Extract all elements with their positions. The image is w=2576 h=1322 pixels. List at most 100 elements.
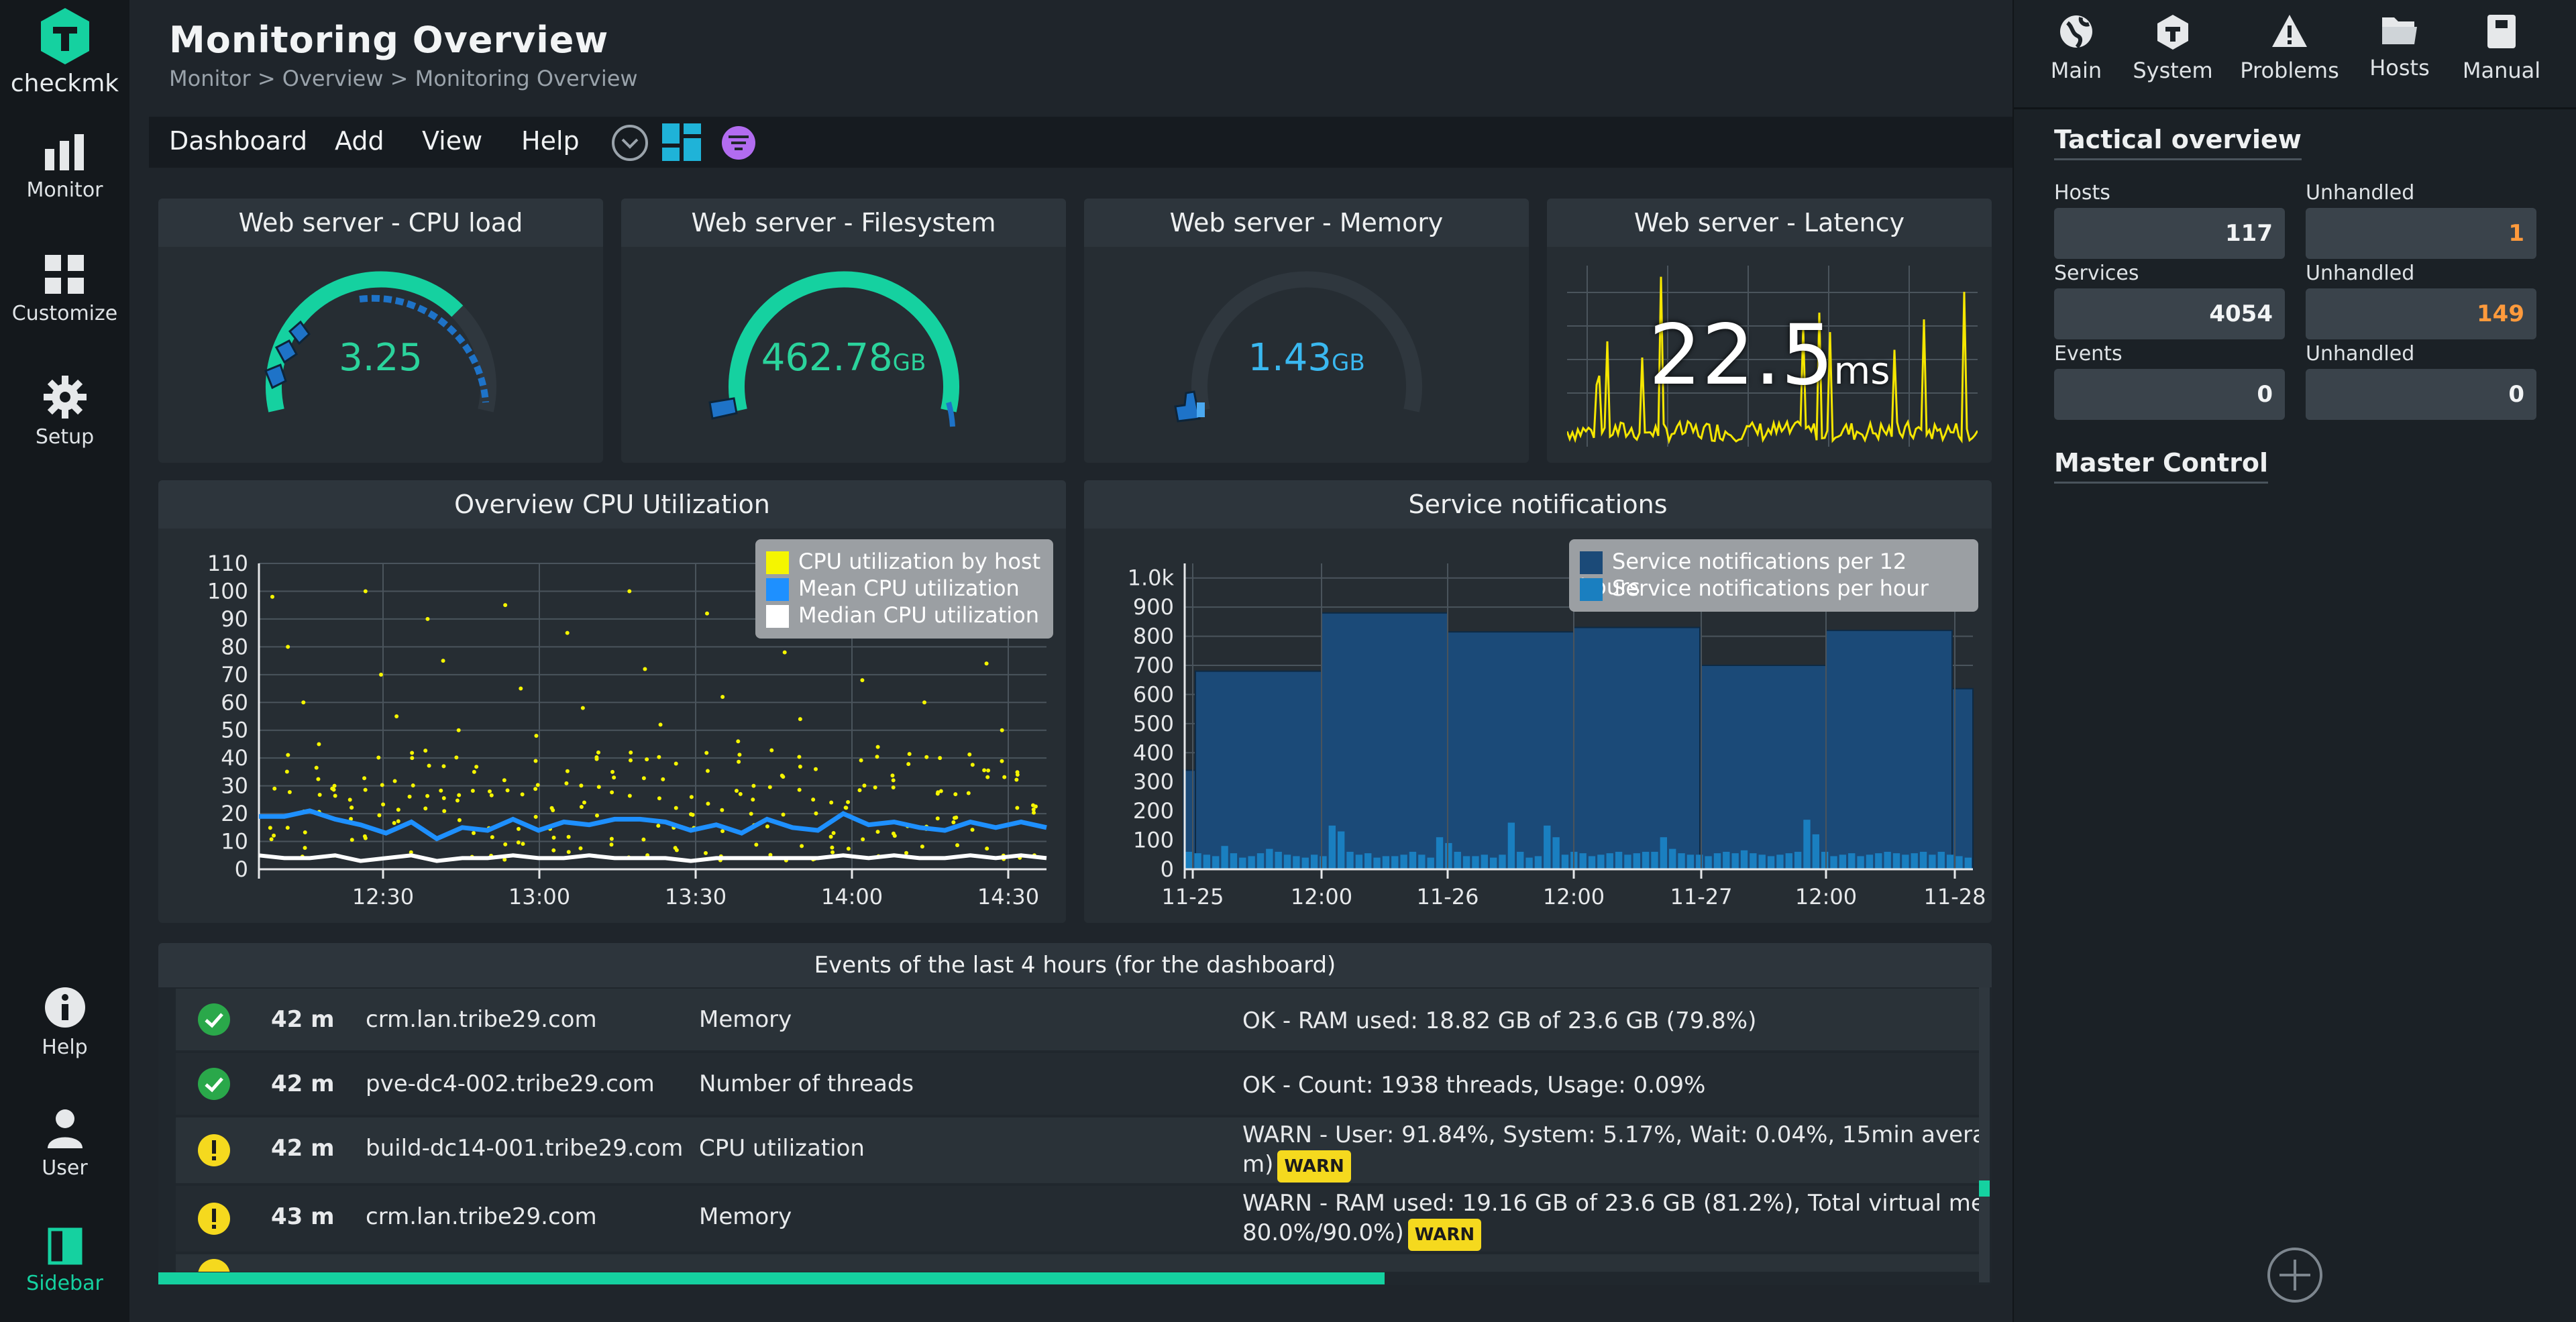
gauge-latency-value: 22.5ms	[1648, 307, 1890, 404]
add-snapin-icon[interactable]	[2266, 1246, 2324, 1304]
cpu-host-point	[594, 813, 599, 818]
event-host[interactable]: crm.lan.tribe29.com	[366, 1203, 597, 1230]
tactical-hosts-count[interactable]: 117	[2054, 208, 2285, 259]
cpu-host-point	[596, 750, 600, 755]
notif-hour-bar	[1346, 851, 1354, 869]
cpu-host-point	[656, 824, 661, 828]
event-service[interactable]: Memory	[699, 1006, 792, 1033]
notif-hour-bar	[1902, 855, 1909, 869]
menu-add[interactable]: Add	[335, 126, 384, 156]
cpu-host-point	[285, 826, 290, 830]
cpu-host-point	[582, 800, 586, 805]
checkmk-logo-icon	[40, 8, 89, 64]
table-row[interactable]: 42 m crm.lan.tribe29.com Memory OK - RAM us…	[176, 989, 1980, 1050]
events-scrollbar-thumb[interactable]	[1979, 1180, 1990, 1197]
snapin-manual[interactable]: Manual	[2451, 13, 2552, 83]
nav-setup[interactable]: Setup	[0, 376, 129, 449]
notif-y-tick-label: 500	[1133, 711, 1174, 736]
cpu-host-point	[396, 819, 400, 824]
cpu-host-point	[566, 834, 571, 839]
cpu-host-point	[970, 828, 975, 832]
cpu-host-point	[610, 790, 614, 795]
cpu-x-tick-label: 13:00	[508, 884, 570, 910]
notif-hour-bar	[1436, 837, 1444, 869]
cpu-host-point	[706, 802, 710, 806]
table-row[interactable]: 43 m crm.lan.tribe29.com Memory WARN - RAM …	[176, 1186, 1980, 1252]
cpu-host-point	[456, 728, 461, 732]
notif-hour-bar	[1731, 853, 1739, 869]
table-row[interactable]	[176, 1254, 1980, 1272]
bar-chart-icon	[44, 134, 84, 170]
cpu-host-point	[332, 783, 337, 788]
notif-hour-bar	[1937, 851, 1945, 869]
cpu-host-point	[720, 829, 725, 834]
snapin-problems[interactable]: Problems	[2239, 13, 2340, 83]
cpu-host-point	[270, 594, 274, 599]
cpu-host-point	[470, 789, 475, 793]
tactical-services-unhandled[interactable]: 149	[2306, 288, 2536, 339]
menu-help[interactable]: Help	[521, 126, 580, 156]
notif-hour-bar	[1686, 855, 1695, 869]
checkmk-logo[interactable]: checkmk	[0, 7, 129, 97]
filter-icon[interactable]	[720, 125, 757, 161]
cpu-host-point	[441, 659, 445, 663]
breadcrumb[interactable]: Monitor > Overview > Monitoring Overview	[169, 66, 638, 91]
tactical-hosts-unhandled-label: Unhandled	[2306, 181, 2415, 205]
snapin-main[interactable]: Main	[2026, 13, 2127, 83]
menu-dashboard[interactable]: Dashboard	[169, 126, 308, 156]
cpu-host-point	[455, 798, 460, 803]
tactical-hosts-unhandled[interactable]: 1	[2306, 208, 2536, 259]
event-host[interactable]: build-dc14-001.tribe29.com	[366, 1135, 684, 1162]
event-service[interactable]: CPU utilization	[699, 1135, 865, 1162]
notif-12h-bar	[1321, 612, 1448, 870]
tactical-services-count[interactable]: 4054	[2054, 288, 2285, 339]
notif-hour-bar	[1266, 848, 1273, 869]
nav-help[interactable]: Help	[0, 986, 129, 1059]
notif-hour-bar	[1212, 856, 1220, 869]
cpu-host-point	[830, 845, 835, 850]
notif-hour-bar	[1239, 857, 1246, 869]
cpu-host-point	[363, 787, 368, 792]
snapin-hosts[interactable]: Hosts	[2349, 13, 2450, 80]
dashboard-layout-icon[interactable]	[662, 123, 702, 162]
tactical-overview-title[interactable]: Tactical overview	[2054, 125, 2302, 160]
snapin-system[interactable]: System	[2123, 13, 2223, 83]
events-scrollbar-track[interactable]	[1979, 987, 1990, 1282]
notif-hour-bar	[1310, 855, 1318, 869]
cpu-x-tick-label: 12:30	[352, 884, 414, 910]
cpu-host-point	[814, 811, 818, 816]
master-control-title[interactable]: Master Control	[2054, 448, 2269, 484]
cpu-host-point	[303, 846, 307, 850]
notif-hour-bar	[1696, 855, 1703, 869]
notif-hour-bar	[1400, 855, 1407, 869]
horizontal-scrollbar[interactable]	[158, 1272, 1385, 1284]
tactical-events-unhandled-label: Unhandled	[2306, 342, 2415, 366]
nav-sidebar-toggle[interactable]: Sidebar	[0, 1227, 129, 1295]
notif-hour-bar	[1866, 855, 1874, 869]
cpu-host-point	[737, 759, 741, 764]
nav-monitor[interactable]: Monitor	[0, 134, 129, 202]
cpu-host-point	[922, 700, 926, 705]
menu-view[interactable]: View	[422, 126, 483, 156]
event-host[interactable]: pve-dc4-002.tribe29.com	[366, 1070, 655, 1097]
event-service[interactable]: Memory	[699, 1203, 792, 1230]
tactical-events-unhandled[interactable]: 0	[2306, 369, 2536, 420]
notif-hour-bar	[1740, 850, 1748, 869]
nav-user-label: User	[42, 1156, 88, 1180]
table-row[interactable]: 42 m build-dc14-001.tribe29.com CPU utiliz…	[176, 1117, 1980, 1183]
latency-sparkline	[1567, 266, 1978, 447]
notif-hour-bar	[1283, 855, 1291, 869]
event-service[interactable]: Number of threads	[699, 1070, 914, 1097]
tactical-events-count[interactable]: 0	[2054, 369, 2285, 420]
nav-customize[interactable]: Customize	[0, 255, 129, 325]
nav-user[interactable]: User	[0, 1107, 129, 1180]
cpu-host-point	[657, 796, 661, 801]
chevron-down-icon[interactable]	[610, 123, 649, 162]
notif-hour-bar	[1946, 855, 1954, 869]
tactical-hosts-label: Hosts	[2054, 181, 2110, 205]
notif-12h-bar	[1195, 670, 1322, 871]
cpu-host-point	[301, 700, 306, 705]
cpu-host-point	[985, 775, 990, 779]
event-host[interactable]: crm.lan.tribe29.com	[366, 1006, 597, 1033]
table-row[interactable]: 42 m pve-dc4-002.tribe29.com Number of thr…	[176, 1053, 1980, 1115]
